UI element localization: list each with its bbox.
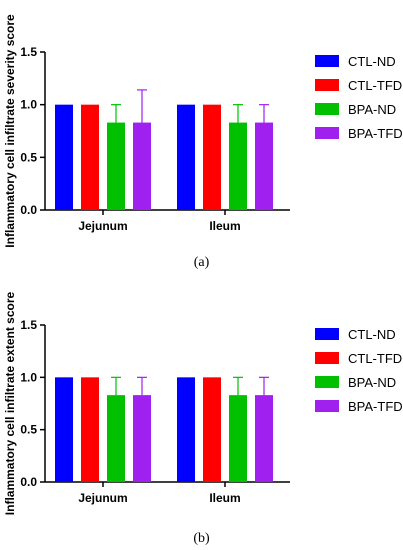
bar-bpa-nd — [107, 122, 125, 210]
bar-bpa-tfd — [255, 122, 273, 210]
x-tick-label: Ileum — [209, 219, 240, 233]
legend-swatch — [315, 79, 339, 91]
bar-bpa-nd — [107, 395, 125, 482]
legend-swatch — [315, 328, 339, 340]
y-tick-label: 0.5 — [20, 423, 37, 437]
legend-label: BPA-TFD — [348, 126, 403, 141]
bar-ctl-nd — [177, 377, 195, 482]
y-tick-label: 0.0 — [20, 475, 37, 489]
legend-label: BPA-ND — [348, 375, 396, 390]
y-tick-label: 1.5 — [20, 318, 37, 332]
bar-bpa-nd — [229, 122, 247, 210]
bar-ctl-tfd — [203, 104, 221, 210]
bar-ctl-tfd — [203, 377, 221, 482]
y-tick-label: 0.0 — [20, 203, 37, 217]
legend-swatch — [315, 352, 339, 364]
y-tick-label: 1.5 — [20, 45, 37, 59]
bar-bpa-tfd — [255, 395, 273, 482]
legend-swatch — [315, 103, 339, 115]
bar-ctl-tfd — [81, 104, 99, 210]
x-tick-label: Jejunum — [78, 491, 127, 505]
y-axis-label: Inflammatory cell infiltrate extent scor… — [3, 291, 17, 515]
y-tick-label: 0.5 — [20, 150, 37, 164]
legend-label: CTL-TFD — [348, 78, 402, 93]
legend-label: CTL-TFD — [348, 351, 402, 366]
chart-panel-b: 0.0 0.5 1.0 1.5 Inflammatory cell infiltrate… — [0, 275, 403, 550]
legend-label: CTL-ND — [348, 327, 396, 342]
y-tick-label: 1.0 — [20, 370, 37, 384]
legend-label: BPA-TFD — [348, 399, 403, 414]
y-tick-label: 1.0 — [20, 98, 37, 112]
legend-swatch — [315, 127, 339, 139]
y-axis-label: Inflammatory cell infiltrate severity sc… — [3, 14, 17, 248]
bar-bpa-tfd — [133, 395, 151, 482]
bar-ctl-nd — [177, 104, 195, 210]
bar-bpa-nd — [229, 395, 247, 482]
legend-label: CTL-ND — [348, 54, 396, 69]
caption-a: (a) — [193, 255, 210, 270]
legend-swatch — [315, 400, 339, 412]
bar-bpa-tfd — [133, 122, 151, 210]
legend-swatch — [315, 55, 339, 67]
bar-ctl-tfd — [81, 377, 99, 482]
x-tick-label: Jejunum — [78, 219, 127, 233]
bar-ctl-nd — [55, 377, 73, 482]
legend-swatch — [315, 376, 339, 388]
legend-label: BPA-ND — [348, 102, 396, 117]
chart-panel-a: 0.0 0.5 1.0 1.5 Inflammatory cell infiltrate… — [3, 14, 403, 270]
bar-ctl-nd — [55, 104, 73, 210]
x-tick-label: Ileum — [209, 491, 240, 505]
caption-b: (b) — [193, 531, 210, 546]
